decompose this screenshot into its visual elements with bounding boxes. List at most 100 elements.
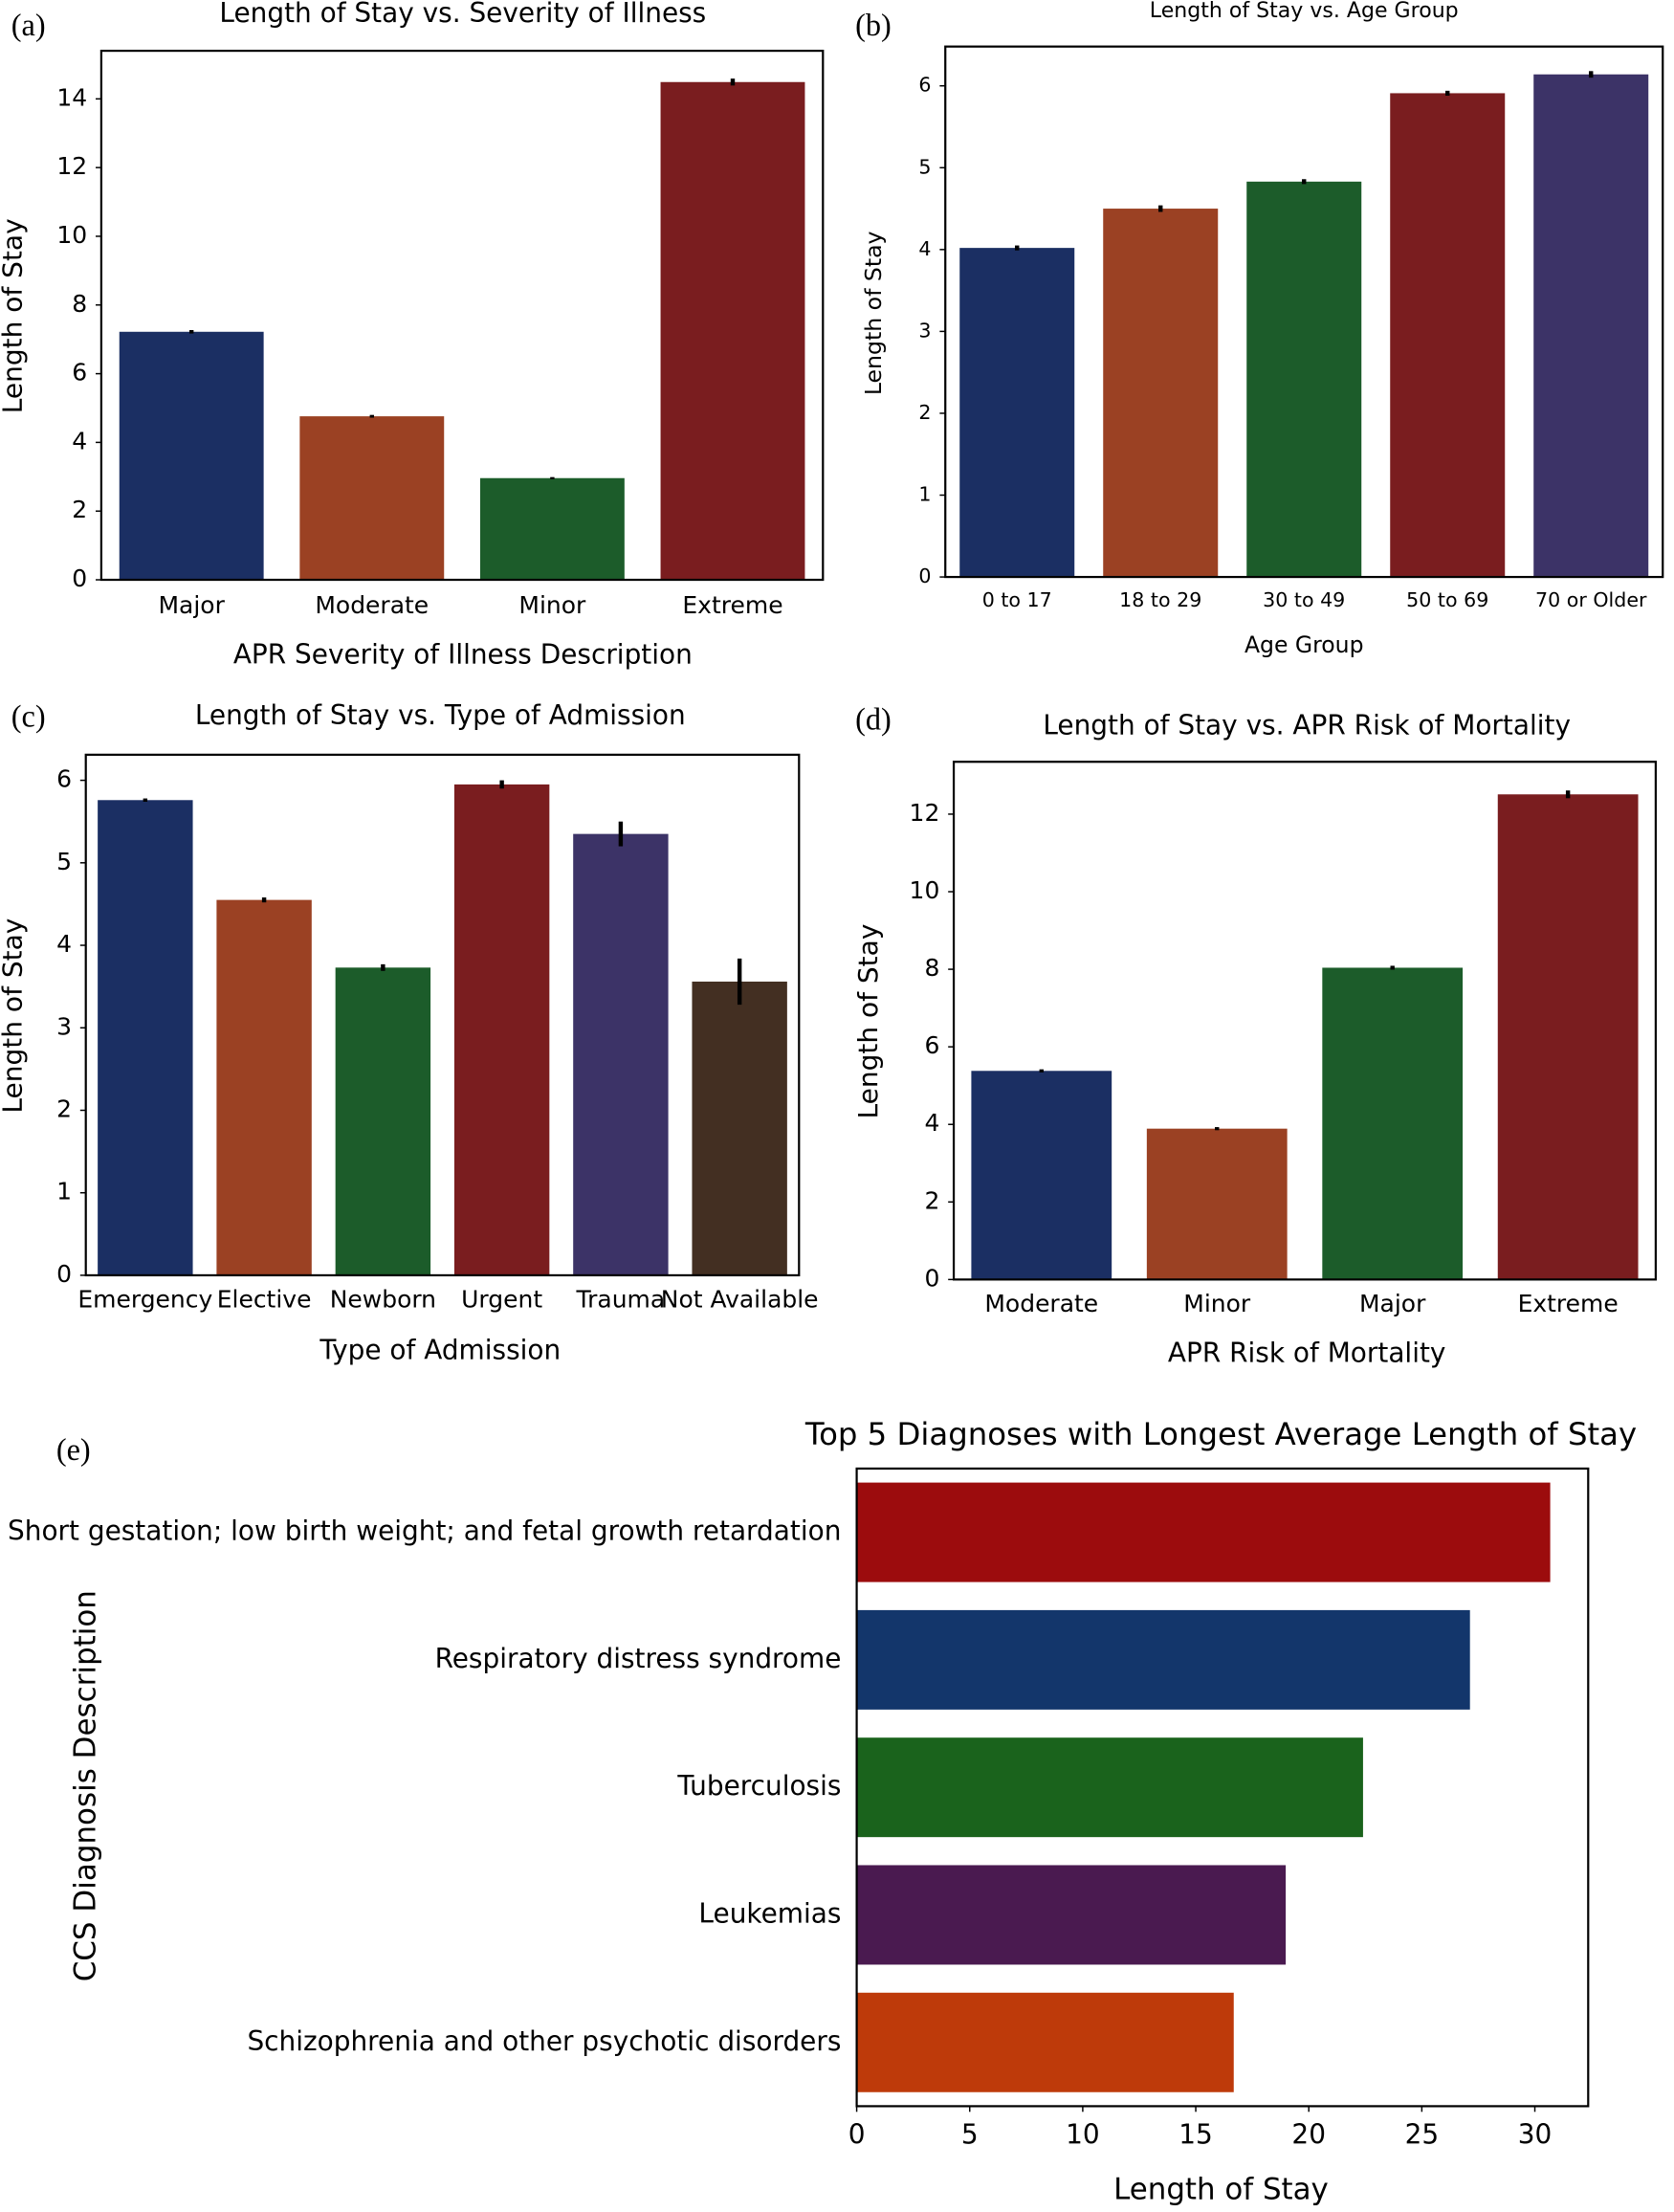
y-tick-label: 8 [924,954,939,982]
x-tick-label: Minor [1183,1290,1251,1317]
plot-frame [944,45,1664,579]
bar [1103,209,1219,578]
y-tick-label: 14 [56,83,87,111]
x-tick-label: 10 [1066,2118,1100,2150]
panel-label: (a) [11,9,46,43]
chart-title: Length of Stay vs. Age Group [1150,0,1459,23]
bar [299,416,445,581]
y-axis-label: Length of Stay [852,924,884,1119]
bar [856,1482,1551,1582]
y-tick-label: 4 [56,930,72,958]
x-tick-label: Trauma [576,1285,666,1313]
y-tick-label: 4 [924,1109,939,1137]
y-tick-label: 10 [56,221,87,249]
bar [856,1865,1287,1965]
y-tick-label: 3 [918,319,931,342]
plot-frame [952,761,1657,1281]
bar [660,81,805,581]
x-tick-label: 50 to 69 [1406,588,1488,611]
x-tick-label: 30 [1518,2118,1553,2150]
bar [1246,181,1362,578]
bar [692,981,787,1275]
x-tick-label: 0 to 17 [982,588,1052,611]
bar [856,1609,1470,1710]
x-tick-label: Urgent [461,1285,542,1313]
chart-title: Length of Stay vs. APR Risk of Mortality [1043,709,1571,741]
y-tick-label: 0 [918,564,931,587]
y-tick-label: Respiratory distress syndrome [435,1643,842,1674]
x-tick-label: Moderate [984,1290,1098,1317]
y-tick-label: Schizophrenia and other psychotic disord… [247,2025,841,2057]
y-tick-label: Tuberculosis [676,1770,841,1802]
y-tick-label: 6 [918,74,931,97]
x-axis-label: APR Risk of Mortality [1168,1337,1446,1368]
x-tick-label: 18 to 29 [1119,588,1201,611]
y-tick-label: Leukemias [698,1897,841,1929]
y-tick-label: 5 [918,155,931,178]
plot-frame [855,1467,1590,2108]
y-tick-label: Short gestation; low birth weight; and f… [8,1515,841,1547]
bar [971,1071,1112,1280]
y-tick-label: 2 [918,401,931,424]
bar [119,331,264,581]
x-tick-label: 5 [961,2118,979,2150]
panel-label: (b) [855,9,892,43]
x-axis-label: Length of Stay [1113,2172,1329,2206]
x-tick-label: Major [159,591,226,619]
bar [1322,967,1464,1280]
bar [959,248,1075,578]
chart-title: Length of Stay vs. Severity of Illness [219,0,706,29]
y-tick-label: 12 [910,799,940,827]
x-tick-label: Extreme [682,591,782,619]
x-tick-label: Newborn [330,1285,436,1313]
chart-title: Length of Stay vs. Type of Admission [195,699,686,731]
y-tick-label: 8 [72,290,87,318]
y-tick-label: 4 [72,427,87,454]
bar [1146,1128,1288,1280]
y-tick-label: 1 [56,1178,72,1206]
x-tick-label: Minor [518,591,586,619]
y-axis-label: CCS Diagnosis Description [69,1590,103,1981]
y-axis-label: Length of Stay [860,231,887,395]
panel-label: (c) [11,699,46,734]
x-tick-label: 15 [1178,2118,1213,2150]
y-tick-label: 2 [72,496,87,523]
bar [479,477,625,581]
chart-title: Top 5 Diagnoses with Longest Average Len… [804,1416,1637,1452]
plot-frame [84,753,801,1277]
plot-frame [99,49,825,582]
y-tick-label: 6 [924,1031,939,1059]
x-tick-label: Elective [217,1285,312,1313]
x-tick-label: Not Available [661,1285,819,1313]
y-tick-label: 1 [918,482,931,505]
x-tick-label: 20 [1291,2118,1326,2150]
y-tick-label: 0 [924,1264,939,1292]
y-tick-label: 10 [910,876,940,904]
panel-label: (d) [855,702,892,737]
x-tick-label: Moderate [315,591,429,619]
panel-label: (e) [56,1433,91,1468]
bar [335,967,431,1275]
x-axis-label: Age Group [1244,631,1364,658]
bar [216,899,312,1275]
bar [573,833,669,1275]
x-axis-label: Type of Admission [319,1335,561,1366]
y-tick-label: 2 [924,1186,939,1214]
x-tick-label: 70 or Older [1535,588,1647,611]
y-tick-label: 12 [56,152,87,180]
y-tick-label: 6 [56,765,72,793]
bar [1390,93,1506,578]
x-tick-label: Major [1359,1290,1426,1317]
bar [1533,74,1649,578]
y-tick-label: 6 [72,359,87,387]
y-tick-label: 4 [918,237,931,260]
x-tick-label: 0 [848,2118,866,2150]
y-axis-label: Length of Stay [0,918,29,1114]
x-tick-label: Emergency [77,1285,212,1313]
y-axis-label: Length of Stay [0,218,29,413]
bar [98,800,193,1275]
bar [856,1737,1363,1838]
bar [453,784,550,1275]
